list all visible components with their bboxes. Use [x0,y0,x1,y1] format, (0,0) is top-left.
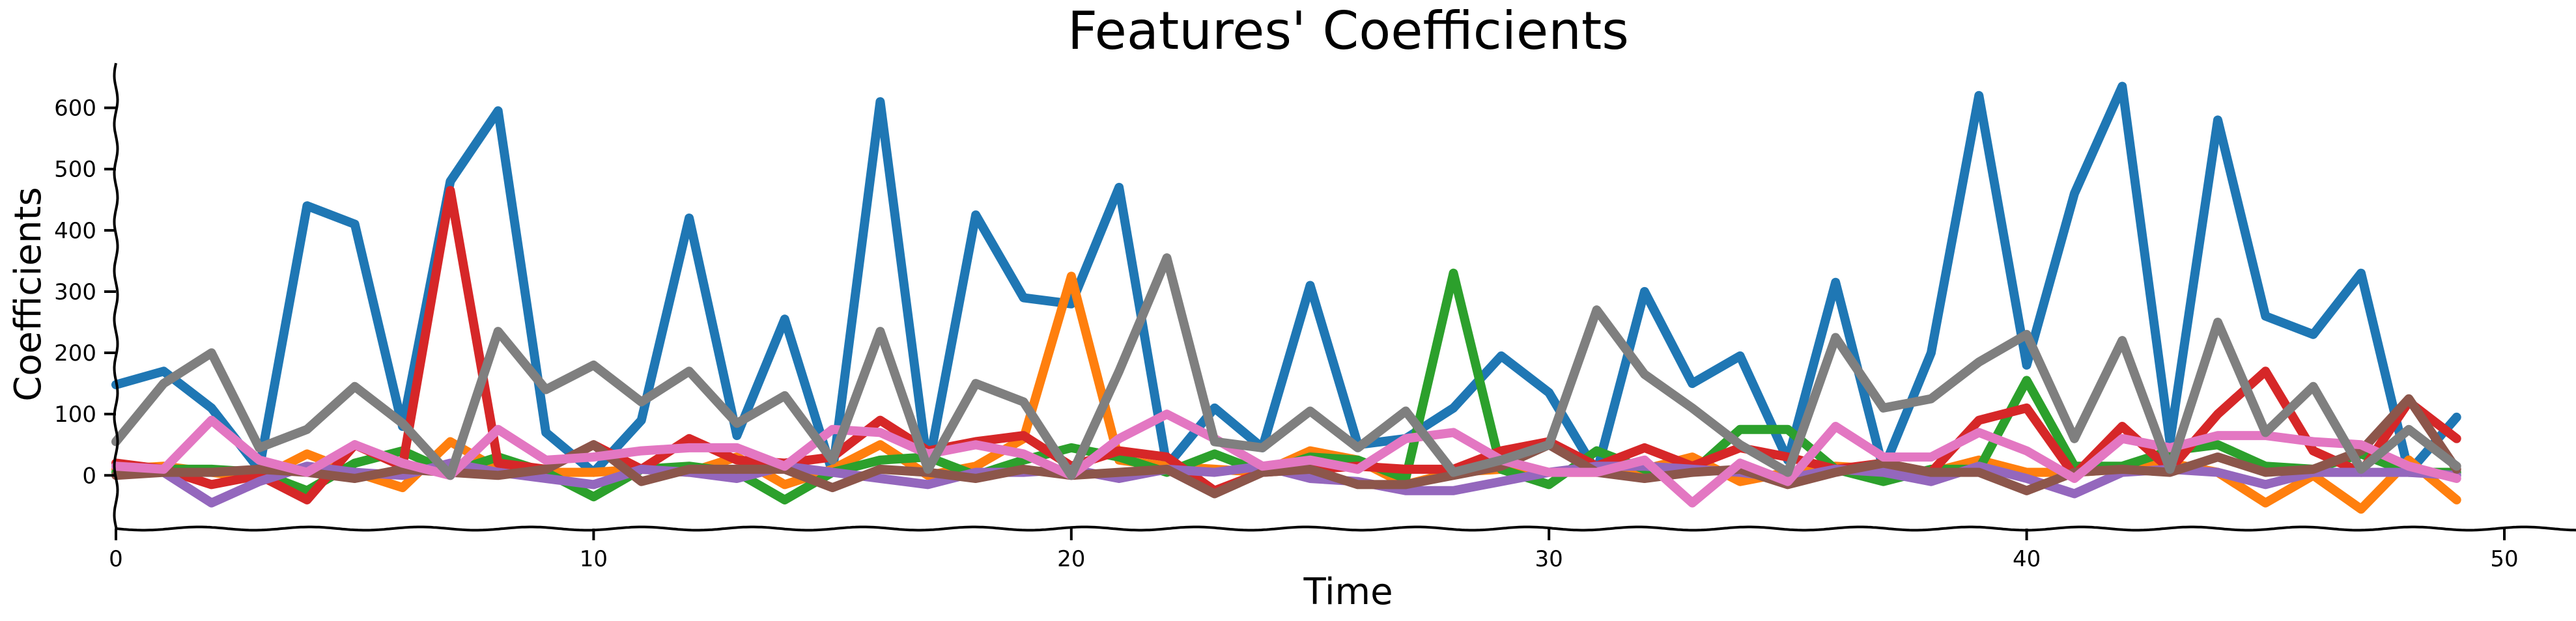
y-tick-label: 300 [54,279,96,305]
y-tick-label: 100 [54,402,96,428]
x-tick-label: 30 [1535,546,1563,572]
series-line-1 [111,81,2461,477]
series-layer [111,81,2461,514]
x-tick-label: 40 [2013,546,2041,572]
y-tick-label: 0 [82,463,96,489]
y-tick-label: 400 [54,218,96,244]
y-axis-line [113,62,119,529]
x-tick-label: 10 [580,546,608,572]
x-tick-label: 20 [1057,546,1085,572]
series-line-7 [111,409,2461,508]
series-line-8 [111,253,2461,480]
chart-title: Features' Coefficients [1068,1,1629,61]
y-tick-label: 200 [54,340,96,366]
y-tick-label: 500 [54,157,96,183]
x-tick-label: 0 [109,546,123,572]
x-axis-label: Time [1303,571,1393,613]
y-tick-label: 600 [54,96,96,122]
x-axis-line [115,525,2576,532]
x-tick-label: 50 [2490,546,2518,572]
y-axis-label: Coefficients [7,187,50,401]
